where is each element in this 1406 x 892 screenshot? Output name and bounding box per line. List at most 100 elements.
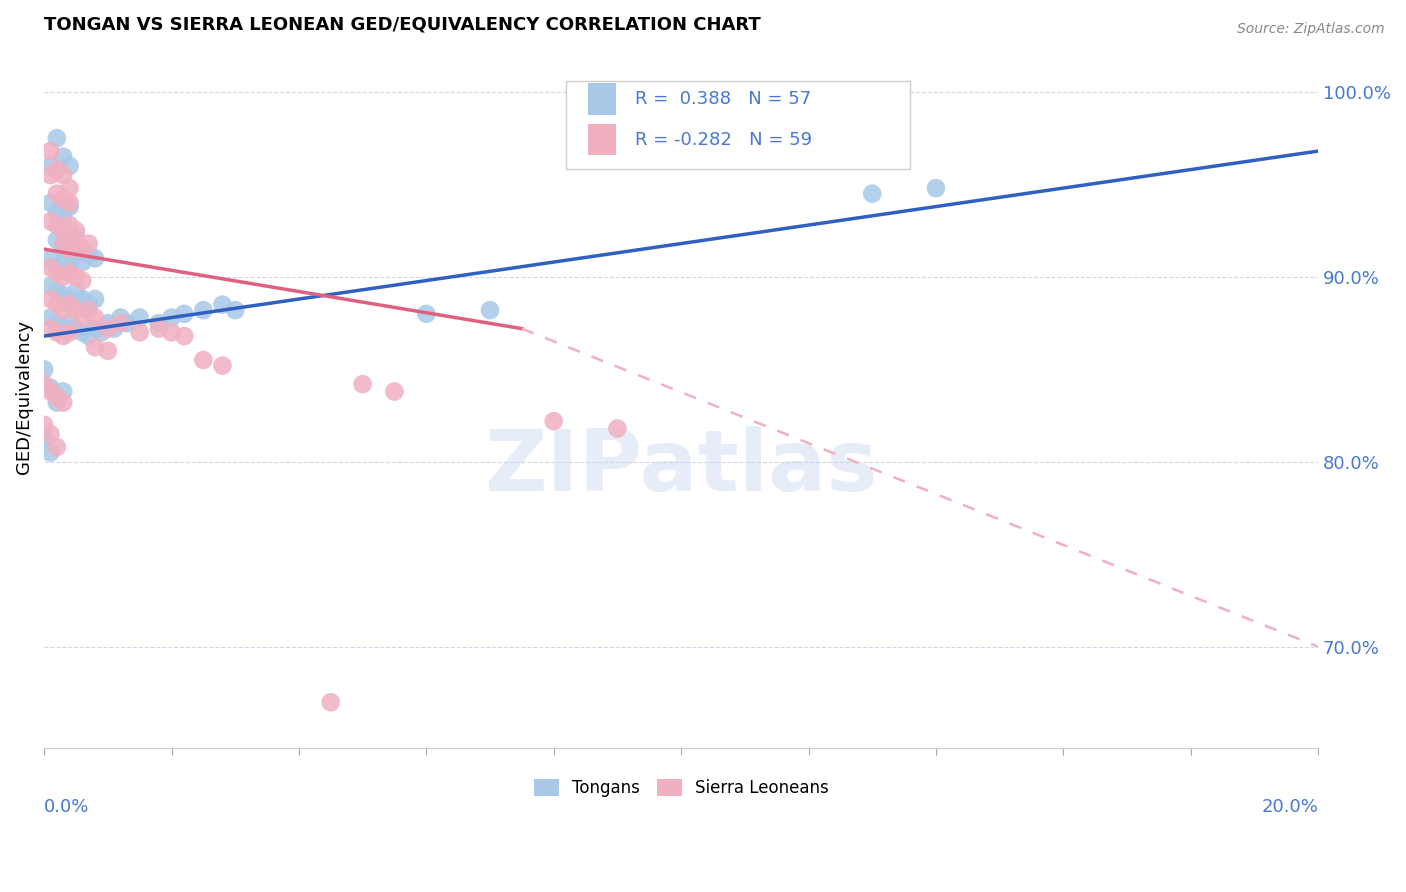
Point (45, 326, 67, 340)
Point (148, 316, 170, 330)
Point (52, 269, 75, 284)
Point (58, 326, 80, 340)
Text: Source: ZipAtlas.com: Source: ZipAtlas.com (1237, 22, 1385, 37)
Point (148, 321, 170, 335)
Point (193, 353, 215, 368)
Text: R = -0.282   N = 59: R = -0.282 N = 59 (636, 130, 813, 149)
Point (45, 316, 67, 330)
Point (32, 433, 55, 447)
Point (45, 233, 67, 247)
Point (52, 211, 75, 225)
Text: ZIPatlas: ZIPatlas (484, 425, 877, 508)
Point (45, 266, 67, 280)
Point (97, 343, 120, 358)
Point (39, 260, 62, 275)
Point (58, 181, 80, 195)
Point (58, 236, 80, 251)
Point (84, 252, 107, 266)
Point (84, 321, 107, 335)
Point (52, 150, 75, 164)
Point (45, 218, 67, 232)
Point (128, 310, 150, 325)
Point (77, 329, 100, 343)
Point (224, 303, 246, 318)
Point (84, 310, 107, 325)
Point (45, 260, 67, 275)
Point (39, 427, 62, 442)
Point (39, 144, 62, 158)
Point (65, 236, 87, 251)
Point (84, 292, 107, 306)
Point (72, 326, 94, 340)
Point (211, 359, 233, 373)
Point (543, 414, 565, 428)
Point (58, 195, 80, 210)
Point (39, 214, 62, 228)
Point (77, 236, 100, 251)
Point (39, 195, 62, 210)
Point (52, 321, 75, 335)
Point (52, 192, 75, 206)
Point (128, 326, 150, 340)
Point (115, 316, 138, 330)
Point (352, 377, 374, 392)
Point (72, 292, 94, 306)
Point (72, 242, 94, 256)
Point (52, 242, 75, 256)
Point (925, 181, 948, 195)
Point (211, 297, 233, 311)
Point (479, 303, 502, 318)
Point (58, 218, 80, 232)
Point (39, 279, 62, 293)
Point (58, 200, 80, 214)
Point (65, 269, 87, 284)
Point (65, 285, 87, 299)
Point (65, 224, 87, 238)
Point (72, 255, 94, 269)
Point (39, 384, 62, 399)
Point (32, 377, 55, 392)
Point (39, 159, 62, 173)
Point (97, 316, 120, 330)
Point (319, 695, 342, 709)
Point (58, 297, 80, 311)
Point (52, 255, 75, 269)
Point (32, 362, 55, 376)
Point (860, 186, 883, 201)
Point (606, 421, 628, 435)
Point (173, 329, 195, 343)
Point (160, 326, 183, 340)
Point (39, 310, 62, 325)
Point (45, 390, 67, 404)
Point (103, 321, 125, 335)
Point (39, 381, 62, 395)
Point (45, 131, 67, 145)
Point (58, 260, 80, 275)
Point (77, 297, 100, 311)
Text: R =  0.388   N = 57: R = 0.388 N = 57 (636, 90, 811, 108)
Point (415, 307, 437, 321)
Point (45, 162, 67, 177)
Point (39, 445, 62, 459)
Point (45, 395, 67, 409)
Point (193, 303, 215, 318)
Point (52, 224, 75, 238)
Point (52, 236, 75, 251)
Point (39, 321, 62, 335)
Point (52, 395, 75, 409)
Point (39, 252, 62, 266)
FancyBboxPatch shape (588, 124, 616, 155)
Point (52, 384, 75, 399)
Point (52, 288, 75, 302)
Legend: Tongans, Sierra Leoneans: Tongans, Sierra Leoneans (527, 772, 835, 804)
Point (65, 303, 87, 318)
FancyBboxPatch shape (567, 81, 911, 169)
Y-axis label: GED/Equivalency: GED/Equivalency (15, 320, 32, 475)
Text: 20.0%: 20.0% (1261, 797, 1319, 815)
Point (58, 266, 80, 280)
Text: 0.0%: 0.0% (44, 797, 90, 815)
Point (84, 340, 107, 354)
Point (45, 186, 67, 201)
Point (45, 205, 67, 219)
Point (173, 307, 195, 321)
